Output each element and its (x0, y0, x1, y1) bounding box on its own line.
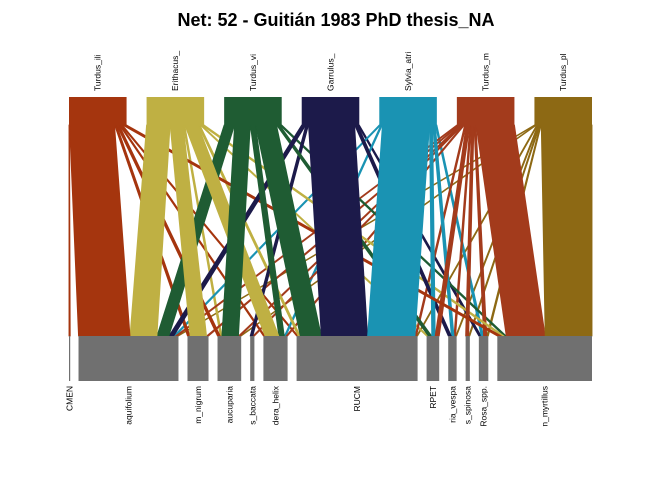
higher-node-erithacus (146, 97, 205, 125)
interaction-links (68, 124, 593, 337)
lower-label: s_spinosa (463, 386, 473, 425)
lower-label: Rosa_spp. (479, 386, 489, 427)
higher-node-turdus-m (456, 97, 515, 125)
link-ggl-rucm (308, 124, 369, 337)
higher-label: Turdus_vi (248, 54, 258, 91)
link-tph-vmy (540, 124, 593, 337)
higher-node-turdus-ili (69, 97, 127, 125)
lower-node-rpet (426, 336, 440, 381)
higher-label: Sylvia_atri (403, 52, 413, 91)
lower-label: m_nigrum (193, 386, 203, 424)
lower-node-ilex-aquifolium (78, 336, 179, 381)
link-til-iaq (69, 124, 131, 337)
link-sat-rpet (429, 124, 436, 337)
lower-node-hedera-helix (263, 336, 288, 381)
lower-label: RUCM (352, 386, 362, 412)
link-til-cmen (68, 124, 71, 337)
lower-node-frangula-vespa (448, 336, 457, 381)
higher-label: Garrulus_ (325, 53, 335, 91)
lower-label: s_baccata (247, 386, 257, 425)
lower-label: ria_vespa (447, 386, 457, 423)
lower-node-rucm (296, 336, 418, 381)
link-tme-vmy (475, 124, 546, 337)
higher-level-nodes: Turdus_ili Erithacus_ Turdus_vi Garrulus_ Sy… (69, 51, 592, 125)
lower-level-nodes: CMEN aquifolium m_nigrum aucuparia s_baccata… (65, 336, 592, 427)
higher-label: Turdus_ili (93, 54, 103, 91)
lower-label: dera_helix (270, 385, 280, 425)
lower-node-sorbus-aucuparia (217, 336, 242, 381)
higher-node-turdus-vi (224, 97, 282, 125)
chart-title: Net: 52 - Guitián 1983 PhD thesis_NA (177, 10, 495, 30)
higher-node-turdus-pl (534, 97, 592, 125)
higher-label: Turdus_pl (558, 53, 568, 91)
lower-label: aucuparia (224, 386, 234, 424)
lower-label: n_myrtillus (540, 386, 550, 427)
lower-node-prunus-spinosa (465, 336, 470, 381)
lower-node-taxus-baccata (250, 336, 255, 381)
lower-node-empetrum-nigrum (187, 336, 209, 381)
lower-label: CMEN (65, 386, 75, 411)
lower-node-cmen (69, 336, 71, 381)
lower-label: RPET (428, 386, 438, 409)
higher-node-sylvia-atri (379, 97, 437, 125)
lower-node-rosa-spp (478, 336, 489, 381)
higher-node-garrulus (301, 97, 360, 125)
link-eru-iaq (129, 124, 171, 337)
lower-node-vaccinium-myrtillus (497, 336, 592, 381)
lower-label: aquifolium (124, 386, 134, 425)
higher-label: Erithacus_ (170, 51, 180, 91)
higher-label: Turdus_m (481, 53, 491, 91)
